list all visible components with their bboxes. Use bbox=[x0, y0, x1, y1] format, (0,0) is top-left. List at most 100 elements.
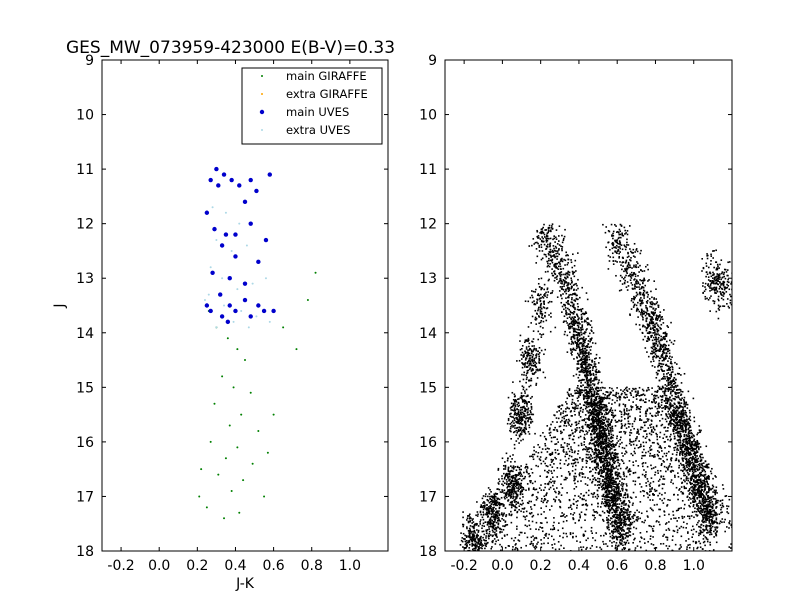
data-point bbox=[666, 365, 669, 367]
data-point bbox=[716, 526, 719, 529]
data-point bbox=[709, 515, 711, 517]
data-point bbox=[642, 293, 645, 295]
data-point bbox=[619, 274, 622, 277]
data-point bbox=[211, 206, 214, 209]
data-point bbox=[514, 478, 516, 480]
data-point bbox=[590, 397, 593, 400]
data-point bbox=[507, 473, 509, 475]
data-point bbox=[493, 510, 495, 512]
data-point bbox=[573, 335, 576, 337]
data-point bbox=[555, 238, 558, 240]
data-point bbox=[568, 323, 571, 325]
data-point bbox=[485, 511, 488, 514]
data-point bbox=[513, 476, 515, 479]
data-point bbox=[710, 521, 713, 523]
data-point bbox=[507, 490, 509, 492]
data-point bbox=[640, 310, 643, 313]
data-point bbox=[620, 543, 622, 546]
data-point bbox=[616, 494, 618, 496]
data-point bbox=[674, 373, 677, 376]
data-point bbox=[620, 505, 623, 508]
data-point bbox=[606, 477, 608, 479]
data-point bbox=[542, 240, 544, 243]
data-point bbox=[647, 337, 650, 340]
data-point bbox=[638, 288, 641, 291]
data-point bbox=[646, 307, 649, 310]
data-point bbox=[654, 334, 656, 336]
data-point bbox=[482, 522, 485, 525]
data-point bbox=[603, 487, 606, 490]
data-point bbox=[645, 265, 647, 268]
data-point bbox=[627, 527, 629, 529]
data-point bbox=[575, 407, 577, 410]
data-point bbox=[694, 451, 697, 454]
data-point bbox=[479, 510, 482, 513]
data-point bbox=[689, 441, 691, 444]
data-point bbox=[591, 393, 594, 396]
data-point bbox=[580, 316, 583, 318]
data-point bbox=[612, 263, 615, 265]
data-point bbox=[693, 416, 696, 419]
data-point bbox=[549, 237, 552, 240]
data-point bbox=[638, 310, 641, 313]
data-point bbox=[622, 538, 625, 540]
data-point bbox=[572, 342, 575, 345]
data-point bbox=[654, 353, 657, 355]
data-point bbox=[700, 463, 703, 466]
data-point bbox=[628, 506, 630, 508]
data-point bbox=[704, 544, 706, 547]
data-point bbox=[652, 352, 655, 354]
data-point bbox=[647, 293, 649, 296]
data-point bbox=[590, 402, 593, 405]
data-point bbox=[650, 346, 653, 349]
data-point bbox=[588, 372, 591, 375]
data-point bbox=[708, 508, 711, 511]
data-point bbox=[254, 188, 259, 194]
data-point bbox=[577, 315, 579, 318]
data-point bbox=[500, 503, 502, 506]
data-point bbox=[645, 313, 648, 315]
data-point bbox=[570, 317, 572, 320]
data-point bbox=[586, 345, 588, 347]
data-point bbox=[601, 498, 604, 500]
data-point bbox=[625, 535, 628, 538]
data-point bbox=[540, 232, 543, 235]
data-point bbox=[586, 424, 589, 426]
data-point bbox=[624, 508, 626, 511]
data-point bbox=[517, 478, 520, 481]
data-point bbox=[682, 460, 684, 462]
data-point bbox=[623, 517, 626, 520]
data-point bbox=[641, 311, 644, 314]
data-point bbox=[592, 374, 595, 376]
data-point bbox=[683, 433, 686, 436]
data-point bbox=[619, 542, 622, 545]
left-series-0 bbox=[198, 271, 317, 520]
data-point bbox=[694, 491, 696, 494]
data-point bbox=[592, 428, 594, 430]
data-point bbox=[567, 286, 569, 289]
data-point bbox=[474, 549, 477, 551]
data-point bbox=[661, 353, 664, 355]
data-point bbox=[568, 271, 571, 274]
data-point bbox=[706, 505, 709, 508]
data-point bbox=[618, 252, 620, 255]
data-point bbox=[570, 321, 573, 323]
data-point bbox=[697, 483, 699, 485]
data-point bbox=[664, 355, 667, 358]
data-point bbox=[560, 280, 563, 282]
data-point bbox=[603, 398, 605, 400]
data-point bbox=[669, 383, 671, 386]
data-point bbox=[654, 366, 656, 368]
data-point bbox=[567, 313, 570, 315]
data-point bbox=[646, 308, 648, 311]
data-point bbox=[474, 538, 477, 541]
data-point bbox=[646, 337, 649, 340]
data-point bbox=[488, 493, 491, 495]
data-point bbox=[615, 231, 618, 233]
data-point bbox=[613, 449, 616, 451]
data-point bbox=[583, 401, 586, 404]
data-point bbox=[695, 468, 698, 470]
data-point bbox=[610, 497, 612, 500]
data-point bbox=[642, 294, 645, 296]
data-point bbox=[573, 327, 576, 330]
